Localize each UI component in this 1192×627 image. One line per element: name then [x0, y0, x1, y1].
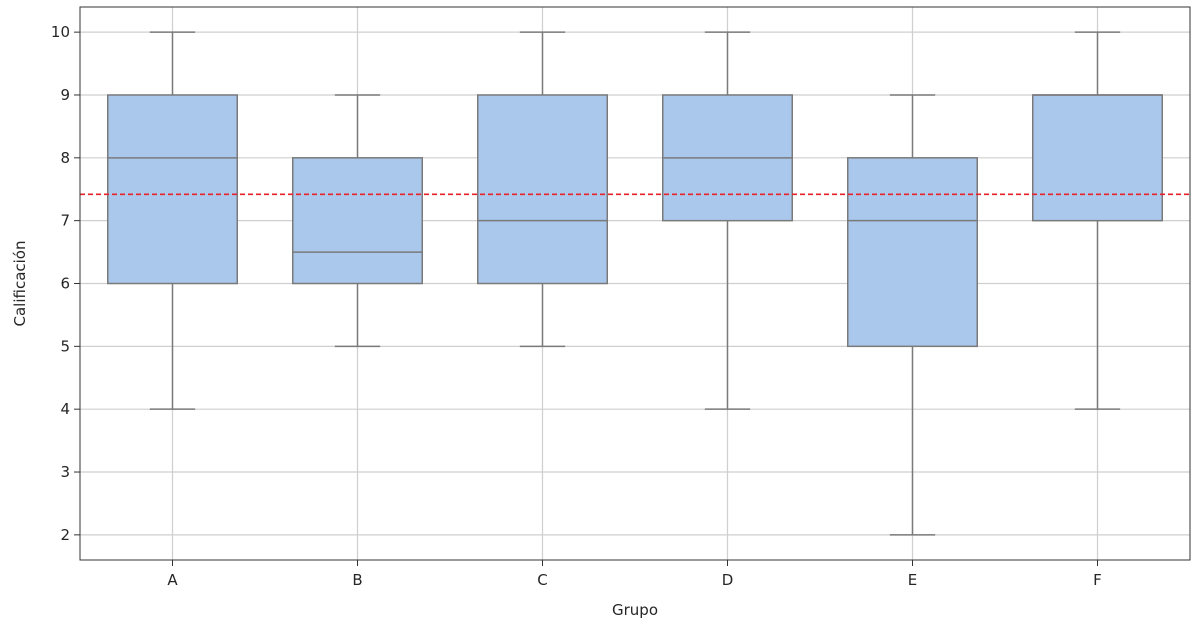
box-C [477, 31, 608, 348]
x-axis-ticks: A B C D E F [167, 560, 1102, 589]
box-body [477, 94, 608, 285]
y-tick-label: 7 [60, 212, 70, 230]
box-B [292, 94, 423, 348]
x-axis-label: Grupo [612, 601, 658, 619]
box-body [1032, 94, 1163, 222]
box-body [847, 157, 978, 348]
x-tick-label: D [722, 571, 734, 589]
x-tick-label: B [352, 571, 362, 589]
box-D [662, 31, 793, 410]
box-body [107, 94, 238, 285]
y-tick-label: 5 [60, 337, 70, 355]
box-E [847, 94, 978, 536]
boxes [107, 31, 1163, 536]
x-tick-label: F [1093, 571, 1102, 589]
x-tick-label: A [167, 571, 178, 589]
y-tick-label: 2 [60, 526, 70, 544]
box-body [292, 157, 423, 285]
grid [80, 7, 1190, 560]
y-tick-label: 3 [60, 463, 70, 481]
y-axis-ticks: 2 3 4 5 6 7 8 9 10 [51, 23, 80, 544]
y-tick-label: 4 [60, 400, 70, 418]
x-tick-label: C [537, 571, 547, 589]
x-tick-label: E [908, 571, 917, 589]
y-tick-label: 9 [60, 86, 70, 104]
y-tick-label: 10 [51, 23, 70, 41]
y-axis-label: Calificación [11, 241, 29, 327]
y-tick-label: 8 [60, 149, 70, 167]
box-A [107, 31, 238, 410]
y-tick-label: 6 [60, 275, 70, 293]
box-F [1032, 31, 1163, 410]
